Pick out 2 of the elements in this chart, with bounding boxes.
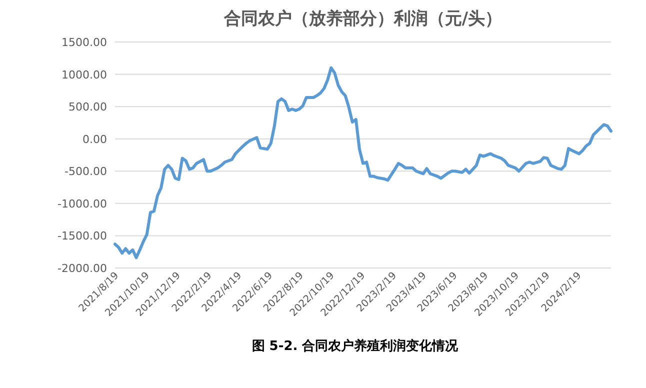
title: 合同农户（放养部分）利润（元/头） (224, 9, 502, 29)
annotation: 图 5-2. 合同农户养殖利润变化情况 (252, 339, 458, 354)
